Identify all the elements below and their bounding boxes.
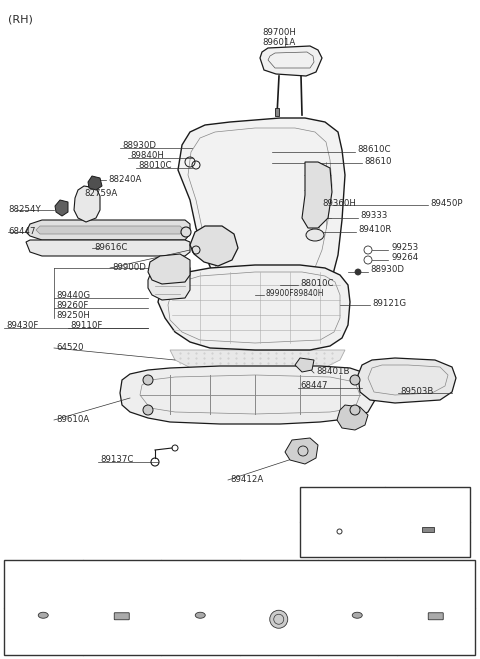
Polygon shape	[295, 358, 314, 372]
Text: 1140FD: 1140FD	[105, 579, 139, 588]
Polygon shape	[26, 240, 190, 256]
Ellipse shape	[352, 612, 362, 618]
Text: 89137C: 89137C	[100, 455, 133, 465]
Text: 88610C: 88610C	[357, 146, 391, 154]
Text: 89250H: 89250H	[56, 310, 90, 320]
Text: 89700H
89601A: 89700H 89601A	[262, 28, 296, 47]
Text: 82759A: 82759A	[84, 188, 117, 198]
Text: 88010C: 88010C	[300, 279, 334, 289]
Polygon shape	[26, 220, 190, 240]
Text: 88109: 88109	[422, 579, 449, 588]
Text: 88930D: 88930D	[122, 142, 156, 150]
Bar	[421, 527, 433, 532]
Text: 00824: 00824	[328, 500, 357, 509]
Polygon shape	[148, 254, 190, 284]
Text: 89616C: 89616C	[94, 243, 127, 252]
Circle shape	[181, 227, 191, 237]
Circle shape	[350, 375, 360, 385]
Text: 64520: 64520	[56, 343, 84, 351]
Text: 88254Y: 88254Y	[8, 204, 41, 214]
Polygon shape	[88, 176, 102, 190]
Polygon shape	[170, 350, 345, 373]
Text: 99264: 99264	[392, 254, 419, 262]
Polygon shape	[337, 405, 368, 430]
Text: 89900D: 89900D	[112, 262, 146, 272]
Text: 89121G: 89121G	[372, 299, 406, 308]
Ellipse shape	[195, 612, 205, 618]
Text: 89333: 89333	[360, 212, 387, 221]
FancyBboxPatch shape	[428, 613, 443, 619]
Circle shape	[270, 610, 288, 628]
Circle shape	[143, 375, 153, 385]
Text: 11291: 11291	[344, 579, 371, 588]
Text: 68447: 68447	[300, 382, 327, 391]
Polygon shape	[302, 162, 332, 228]
Polygon shape	[275, 108, 279, 116]
Ellipse shape	[38, 612, 48, 618]
Text: 89840H: 89840H	[130, 152, 164, 161]
Bar	[300, 487, 470, 557]
Text: 89260F: 89260F	[56, 302, 88, 310]
Text: 99253: 99253	[392, 243, 419, 252]
Polygon shape	[158, 265, 350, 350]
Polygon shape	[55, 200, 68, 216]
Polygon shape	[120, 366, 375, 424]
FancyBboxPatch shape	[114, 613, 129, 619]
Text: 1221CF: 1221CF	[184, 579, 217, 588]
Polygon shape	[285, 438, 318, 464]
Text: 89412A: 89412A	[230, 474, 263, 484]
Polygon shape	[36, 226, 184, 234]
Text: 89360H: 89360H	[322, 198, 356, 208]
Text: 68447: 68447	[8, 227, 36, 235]
Text: 89450P: 89450P	[430, 198, 463, 208]
Text: 88610: 88610	[364, 156, 392, 165]
Text: 89503B: 89503B	[400, 386, 433, 395]
Text: 89900F89840H: 89900F89840H	[266, 289, 324, 299]
Circle shape	[355, 269, 361, 275]
Text: 1249NB: 1249NB	[26, 579, 60, 588]
Bar	[4, 560, 475, 655]
Polygon shape	[358, 358, 456, 403]
Polygon shape	[190, 226, 238, 266]
Polygon shape	[260, 46, 322, 76]
Text: 88401B: 88401B	[316, 368, 349, 376]
Polygon shape	[74, 186, 100, 222]
Text: (RH): (RH)	[8, 14, 33, 24]
Polygon shape	[178, 118, 345, 308]
Text: 81757: 81757	[265, 579, 292, 588]
Text: 89110F: 89110F	[70, 322, 102, 331]
Text: 88930D: 88930D	[370, 266, 404, 275]
Circle shape	[143, 405, 153, 415]
Text: 89430F: 89430F	[6, 322, 38, 331]
Text: 88010C: 88010C	[138, 161, 171, 171]
Text: 89610A: 89610A	[56, 415, 89, 424]
Text: 1220AA: 1220AA	[410, 500, 445, 509]
Text: 89440G: 89440G	[56, 291, 90, 299]
Ellipse shape	[306, 229, 324, 241]
Circle shape	[350, 405, 360, 415]
Text: 88240A: 88240A	[108, 175, 142, 183]
Polygon shape	[148, 263, 190, 300]
Text: 89410R: 89410R	[358, 225, 391, 235]
